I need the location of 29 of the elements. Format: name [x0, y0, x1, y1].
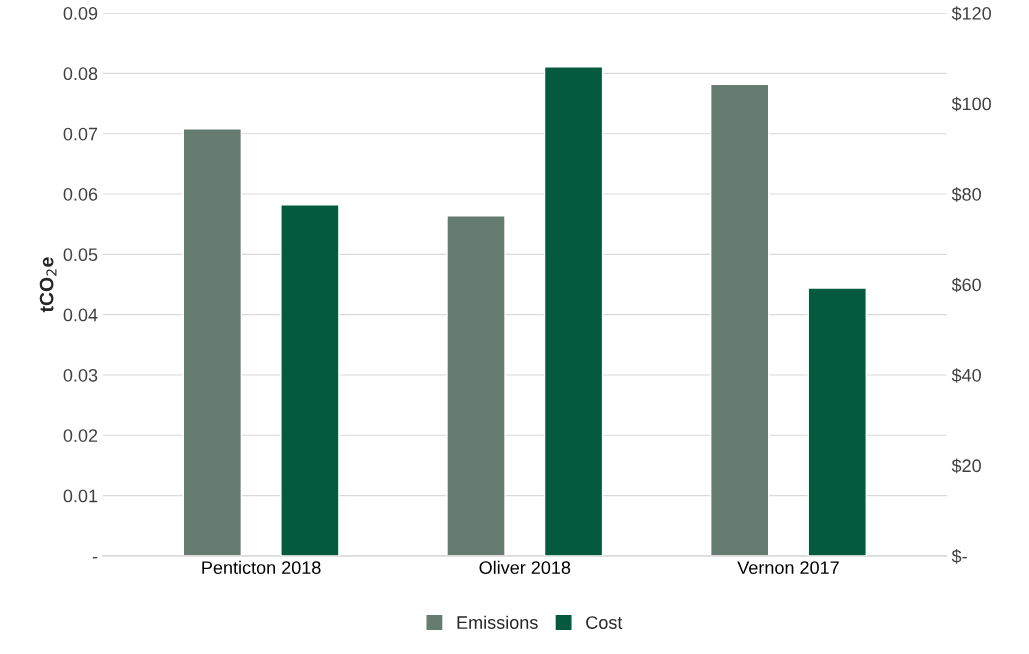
y-tick-label: 0.09 — [63, 7, 98, 20]
x-tick-label: Vernon 2017 — [737, 561, 839, 575]
bar — [280, 204, 340, 556]
y-tick-label: 0.06 — [63, 187, 98, 201]
y2-tick-label: $40 — [951, 368, 981, 383]
bar — [446, 215, 506, 556]
y2-tick-label: $- — [951, 549, 967, 564]
y-tick-label: 0.08 — [63, 67, 98, 81]
y-tick-label: 0.03 — [63, 368, 98, 382]
bar — [709, 83, 770, 556]
y2-tick-label: $100 — [951, 96, 991, 112]
legend-label: Cost — [586, 616, 623, 629]
y2-tick-label: $60 — [951, 277, 981, 293]
y-tick-label: 0.07 — [63, 127, 98, 141]
x-tick-label: Penticton 2018 — [202, 560, 321, 575]
y-tick-label: 0.05 — [63, 248, 98, 262]
y-tick-label: 0.01 — [63, 489, 98, 503]
bar — [182, 128, 243, 556]
x-tick-label: Oliver 2018 — [479, 560, 571, 575]
y-tick-label: 0.02 — [63, 429, 98, 442]
y-axis-title: tCO$_{2}$e — [39, 257, 57, 313]
y-tick-label: - — [92, 556, 98, 559]
legend-label: Emissions — [457, 615, 538, 629]
y-tick-label: 0.04 — [63, 308, 98, 322]
y2-tick-label: $80 — [951, 187, 981, 202]
y2-tick-label: $120 — [951, 6, 991, 21]
bar — [807, 287, 867, 556]
y2-tick-label: $20 — [951, 458, 981, 474]
bar — [543, 66, 604, 556]
